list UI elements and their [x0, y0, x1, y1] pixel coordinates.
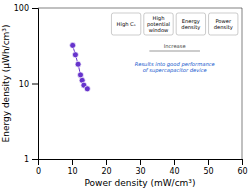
tick-label: 1	[24, 155, 29, 164]
tick-label: 10	[67, 167, 77, 176]
tick-label: 60	[237, 167, 247, 176]
chart: 0 10 20 30 40 50 60 1 10 100 Power density (mW/cm³…	[0, 0, 252, 189]
tick-label: 10	[19, 80, 29, 89]
tick-label: 100	[14, 4, 29, 13]
tick-mark	[106, 159, 107, 165]
point	[75, 61, 81, 67]
inset: High Cₛ Highpotentialwindow Energydensity P…	[111, 13, 237, 74]
axis-line	[39, 160, 243, 166]
tick-mark	[140, 159, 141, 165]
annotation-box	[209, 13, 238, 35]
point	[70, 42, 76, 48]
tick: 50	[203, 159, 213, 176]
tick-label: 30	[135, 167, 145, 176]
tick-label: 20	[101, 167, 111, 176]
annotation: Energydensity	[181, 18, 200, 31]
x-axis-title: Power density (mW/cm³)	[85, 178, 196, 188]
annotation: Increase	[164, 43, 186, 49]
frame-right	[242, 8, 243, 159]
annotation-box	[176, 13, 205, 35]
tick: 0	[36, 159, 41, 176]
tick: 40	[169, 159, 179, 176]
annotation: Highpotentialwindow	[147, 15, 170, 33]
tick-mark	[174, 159, 175, 165]
tick: 100	[14, 4, 38, 13]
annotation-box	[111, 13, 140, 35]
tick-label: 50	[203, 167, 213, 176]
x-axis: 0 10 20 30 40 50 60	[36, 159, 248, 176]
annotation: Results into good performanceof supercap…	[135, 61, 215, 74]
tick-mark	[32, 84, 38, 85]
tick: 60	[237, 159, 247, 176]
tick-label: 40	[169, 167, 179, 176]
annotation: High Cₛ	[117, 21, 136, 28]
tick-mark	[32, 159, 38, 160]
point	[84, 86, 90, 92]
y-axis-title: Energy density (μWh/cm³)	[1, 25, 11, 143]
tick: 1	[24, 155, 38, 164]
frame-top	[38, 8, 242, 9]
y-axis: 1 10 100	[14, 4, 39, 164]
axis-line	[32, 9, 39, 160]
plot-area	[70, 42, 91, 91]
point	[78, 72, 84, 78]
annotation: Powerdensity	[214, 18, 233, 31]
tick: 10	[67, 159, 77, 176]
tick-label: 0	[36, 167, 41, 176]
tick-mark	[208, 159, 209, 165]
tick-mark	[32, 8, 38, 9]
tick: 20	[101, 159, 111, 176]
annotation-box	[144, 13, 173, 35]
tick-mark	[72, 159, 73, 165]
tick: 10	[19, 80, 38, 89]
tick-mark	[242, 159, 243, 165]
tick: 30	[135, 159, 145, 176]
point	[72, 52, 78, 58]
series-line	[73, 45, 88, 88]
increase-arrow	[149, 51, 200, 52]
